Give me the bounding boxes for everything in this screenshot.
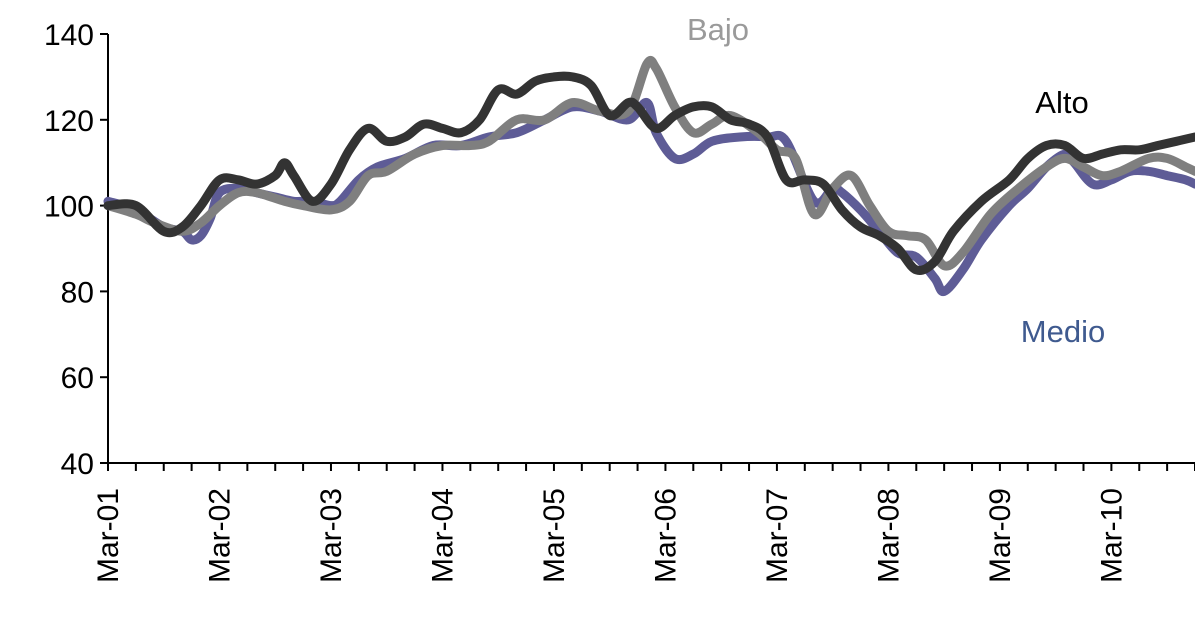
y-tick-label: 60 <box>61 362 94 395</box>
series-line-alto <box>103 71 1195 275</box>
x-tick-label: Mar-08 <box>872 488 905 583</box>
x-tick-label: Mar-04 <box>426 488 459 583</box>
x-tick-label: Mar-05 <box>538 488 571 583</box>
y-tick-label: 140 <box>44 19 94 52</box>
series-label-bajo: Bajo <box>687 12 749 47</box>
x-tick-label: Mar-02 <box>203 488 236 583</box>
x-tick-label: Mar-09 <box>984 488 1017 583</box>
series-label-alto: Alto <box>1035 85 1088 120</box>
series-labels: Medio Bajo Alto <box>687 12 1105 349</box>
series-label-medio: Medio <box>1021 314 1105 349</box>
y-tick-label: 80 <box>61 276 94 309</box>
x-tick-label: Mar-01 <box>92 488 125 583</box>
series-line-bajo <box>103 55 1195 271</box>
y-tick-label: 100 <box>44 191 94 224</box>
x-tick-label: Mar-07 <box>761 488 794 583</box>
axes: 40 60 80 100 120 140 Mar-01 Mar-02 Mar-03 Mar-04 M… <box>44 19 1195 583</box>
x-tick-label: Mar-06 <box>649 488 682 583</box>
y-tick-label: 40 <box>61 448 94 481</box>
x-tick-label: Mar-10 <box>1095 488 1128 583</box>
y-tick-label: 120 <box>44 105 94 138</box>
x-tick-label: Mar-03 <box>315 488 348 583</box>
series-layer <box>103 55 1195 296</box>
